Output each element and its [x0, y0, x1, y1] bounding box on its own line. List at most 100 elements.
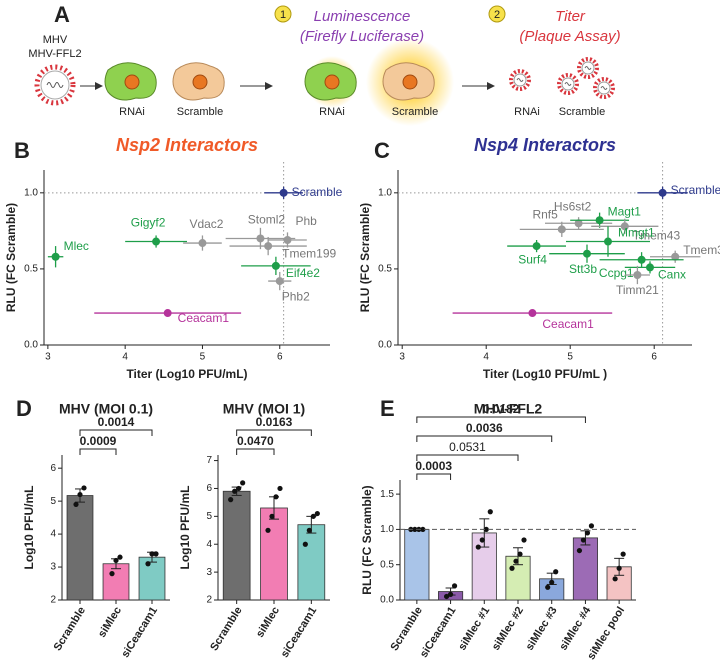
virus-icon: [34, 64, 76, 106]
significance-bracket: [79, 429, 153, 436]
replicate-point: [475, 544, 481, 550]
y-tick-label: 7: [206, 455, 212, 466]
cell-label: Scramble: [392, 106, 438, 118]
x-tick-label: siCeacam1: [418, 605, 459, 660]
y-tick-label: 0.5: [378, 264, 392, 275]
step-subtitle: (Firefly Luciferase): [300, 28, 424, 45]
y-tick-label: 1.5: [380, 489, 394, 500]
bar: [138, 556, 166, 601]
diagram: A MHV MHV-FFL2 RNAi Scramble 1 Luminesce…: [28, 2, 621, 126]
point: [51, 252, 60, 261]
point: [152, 237, 161, 246]
step-title: Titer: [555, 8, 586, 25]
point-label: Eif4e2: [286, 266, 320, 280]
y-tick-label: 3: [50, 562, 56, 573]
point: [620, 222, 629, 231]
step-number: 2: [494, 9, 500, 21]
replicate-point: [616, 565, 622, 571]
y-tick-label: 6: [206, 483, 212, 494]
point-label: Stoml2: [248, 213, 286, 227]
significance-bracket: [236, 448, 275, 455]
replicate-point: [269, 513, 275, 519]
p-value: 0.0163: [256, 415, 293, 429]
point: [595, 216, 604, 225]
replicate-point: [412, 526, 418, 533]
cell-label: RNAi: [319, 106, 345, 118]
point-label: Scramble: [292, 185, 343, 199]
replicate-point: [240, 480, 246, 486]
x-tick-label: 3: [399, 352, 405, 363]
point: [604, 237, 612, 246]
point-label: Ceacam1: [542, 317, 594, 331]
replicate-point: [517, 551, 523, 557]
point: [163, 309, 172, 318]
point-label: Mmgt1: [618, 226, 655, 240]
x-tick-label: Scramble: [388, 605, 424, 653]
point: [557, 225, 566, 234]
p-value: 0.0036: [466, 421, 503, 435]
replicate-point: [451, 583, 458, 589]
y-tick-label: 0.0: [380, 595, 394, 606]
point-label: Ccpg1: [599, 266, 634, 280]
bar: [260, 507, 288, 601]
y-axis-label: Log10 PFU/mL: [22, 485, 36, 569]
replicate-point: [483, 526, 489, 533]
point-label: Hs6st2: [554, 199, 592, 213]
replicate-point: [310, 513, 316, 519]
replicate-point: [584, 530, 591, 536]
replicate-point: [580, 537, 587, 543]
point: [283, 236, 292, 244]
chart-title: MHV (MOI 0.1): [59, 401, 153, 417]
point-label: Rnf5: [532, 208, 558, 222]
nucleus: [402, 74, 418, 90]
y-tick-label: 1.0: [378, 187, 392, 198]
x-tick-label: siMlec #2: [490, 605, 526, 653]
point-label: Canx: [658, 268, 686, 282]
x-tick-label: Scramble: [52, 605, 88, 653]
p-value: 0.0182: [483, 402, 520, 416]
replicate-point: [420, 526, 426, 533]
y-axis-label: Log10 PFU/mL: [178, 485, 192, 569]
significance-bracket: [416, 416, 586, 423]
replicate-point: [81, 485, 87, 491]
replicate-point: [306, 527, 312, 533]
point: [279, 188, 288, 197]
replicate-point: [576, 547, 583, 554]
nucleus: [124, 74, 140, 90]
y-tick-label: 2: [206, 595, 212, 606]
y-tick-label: 0.0: [24, 340, 38, 351]
y-tick-label: 0.5: [380, 559, 394, 570]
x-tick-label: siMlec: [254, 605, 282, 640]
point: [574, 219, 583, 228]
nucleus: [192, 74, 208, 90]
y-tick-label: 2: [50, 595, 56, 606]
replicate-point: [149, 551, 155, 557]
y-tick-label: 3: [206, 567, 212, 578]
x-tick-label: siMlec #4: [557, 604, 594, 653]
point: [532, 242, 541, 251]
point: [198, 239, 207, 248]
chart-title: Nsp2 Interactors: [116, 135, 258, 155]
bar: [572, 537, 598, 601]
replicate-point: [479, 537, 485, 543]
y-axis-label: RLU (FC Scramble): [4, 203, 18, 312]
replicate-point: [145, 561, 151, 567]
replicate-point: [265, 527, 271, 533]
step-badge: [274, 5, 292, 23]
x-tick-label: siMlec #1: [456, 605, 492, 653]
significance-bracket: [236, 429, 312, 436]
replicate-point: [545, 584, 551, 590]
replicate-point: [588, 523, 595, 529]
point: [671, 252, 680, 261]
point-label: Mlec: [64, 239, 89, 253]
y-tick-label: 4: [206, 539, 212, 550]
chart-title: MHV (MOI 1): [223, 401, 305, 417]
x-tick-label: 6: [277, 352, 283, 363]
replicate-point: [228, 497, 234, 503]
bar: [404, 529, 430, 601]
significance-bracket: [79, 448, 117, 455]
point: [633, 271, 642, 279]
point: [646, 263, 654, 272]
replicate-point: [612, 576, 618, 582]
